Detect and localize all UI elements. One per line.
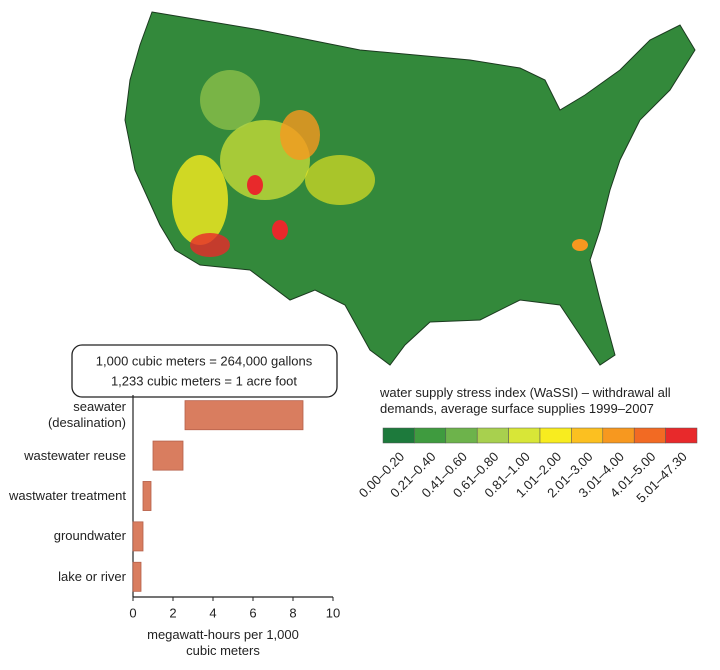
map-land <box>124 11 696 366</box>
legend-swatch <box>602 427 635 444</box>
legend-swatch <box>382 427 415 444</box>
x-axis-label: megawatt-hours per 1,000 cubic meters <box>147 627 299 658</box>
map-patch <box>280 110 320 160</box>
bar <box>142 481 152 511</box>
y-tick-label: wastewater reuse <box>24 447 126 463</box>
note-box <box>71 344 338 398</box>
x-tick-label: 2 <box>169 605 176 620</box>
map-patch <box>200 70 260 130</box>
legend-swatch <box>508 427 541 444</box>
legend-swatch <box>445 427 478 444</box>
note-text: 1,233 cubic meters = 1 acre foot <box>111 373 297 388</box>
legend-swatch <box>476 427 509 444</box>
map-patch <box>190 233 230 257</box>
legend-swatch <box>665 427 698 444</box>
x-tick-label: 8 <box>289 605 296 620</box>
map-patch <box>172 155 228 245</box>
y-tick-label: seawater (desalination) <box>47 399 126 431</box>
y-tick-label: groundwater <box>53 528 126 544</box>
bar <box>152 440 184 471</box>
legend-swatch <box>414 427 447 444</box>
legend-title: water supply stress index (WaSSI) – with… <box>380 385 671 416</box>
legend-swatch <box>539 427 572 444</box>
y-tick-label: wastwater treatment <box>8 488 126 503</box>
y-tick-label: lake or river <box>58 568 126 584</box>
x-tick-label: 4 <box>209 605 216 620</box>
bar <box>184 400 304 431</box>
x-tick-label: 10 <box>326 605 340 620</box>
legend-swatch <box>571 427 604 444</box>
legend-swatch <box>633 427 666 444</box>
us-map <box>124 11 696 366</box>
note-text: 1,000 cubic meters = 264,000 gallons <box>96 353 313 368</box>
map-patch <box>247 175 263 195</box>
map-patch <box>272 220 288 240</box>
bar <box>132 561 142 592</box>
x-tick-label: 6 <box>249 605 256 620</box>
map-patch <box>572 239 588 251</box>
x-tick-label: 0 <box>129 605 136 620</box>
map-patch <box>305 155 375 205</box>
bar <box>132 521 144 552</box>
